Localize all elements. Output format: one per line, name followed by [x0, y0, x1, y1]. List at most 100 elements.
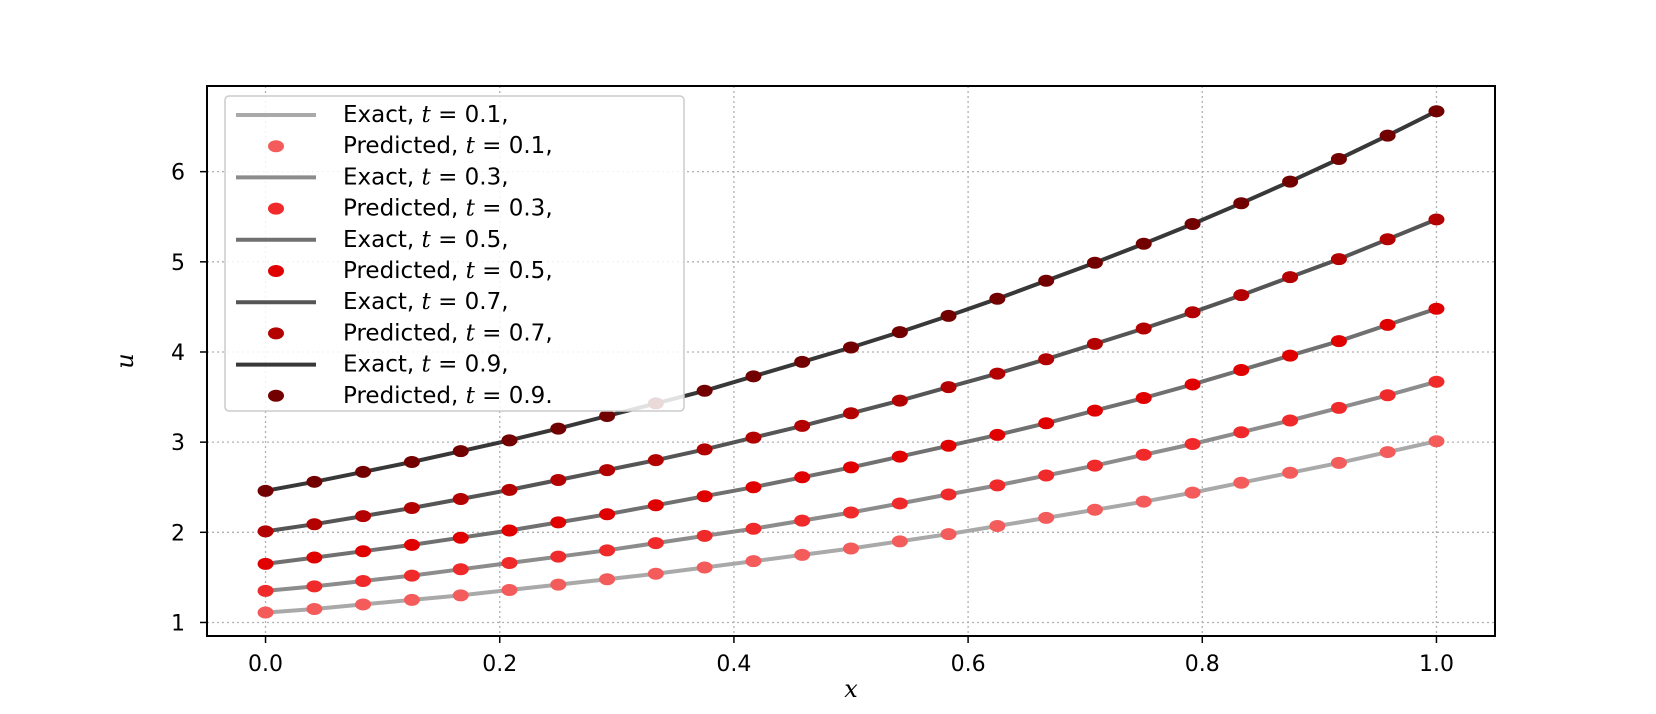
- series-9-point: [599, 410, 616, 422]
- series-9-point: [1086, 256, 1103, 269]
- series-1-point: [647, 567, 664, 580]
- series-1-point: [1038, 511, 1055, 524]
- series-3-point: [1330, 401, 1347, 414]
- series-3-point: [794, 514, 811, 527]
- y-tick-label: 6: [171, 161, 185, 186]
- series-1-point: [989, 520, 1006, 532]
- x-tick-label: 1.0: [1419, 652, 1454, 677]
- series-7-point: [550, 474, 567, 487]
- series-5-point: [306, 551, 323, 564]
- legend-label: Exact, t = 0.5,: [343, 227, 509, 253]
- series-9-point: [403, 455, 420, 468]
- series-5-point: [1184, 378, 1201, 391]
- series-5-point: [989, 428, 1006, 441]
- series-5-point: [501, 524, 518, 537]
- legend-point-marker: [268, 202, 284, 215]
- series-9-point: [501, 434, 518, 447]
- series-5-point: [1379, 318, 1396, 331]
- y-axis-label: u: [111, 353, 139, 368]
- series-3-point: [745, 522, 762, 535]
- series-3-point: [696, 529, 713, 542]
- legend: Exact, t = 0.1, Predicted, t = 0.1, Exact,…: [224, 95, 685, 412]
- legend-label: Predicted, t = 0.1,: [343, 133, 553, 159]
- series-3-point: [1428, 375, 1445, 388]
- series-1-point: [1379, 446, 1396, 459]
- x-axis-label: x: [844, 675, 858, 703]
- legend-box: [224, 95, 685, 412]
- legend-point-marker: [268, 140, 284, 153]
- series-7-point: [891, 394, 908, 407]
- series-3-point: [1135, 448, 1152, 461]
- series-3-point: [355, 575, 372, 587]
- series-5-point: [1428, 302, 1445, 315]
- series-7-point: [599, 464, 616, 477]
- legend-label: Exact, t = 0.3,: [343, 164, 509, 190]
- series-5-point: [1086, 404, 1103, 417]
- series-7-point: [1330, 253, 1347, 266]
- series-5-point: [550, 516, 567, 529]
- series-7-point: [355, 510, 372, 523]
- series-7-point: [501, 483, 518, 496]
- series-9-point: [1135, 237, 1152, 250]
- series-9-point: [1038, 274, 1055, 287]
- legend-label: Predicted, t = 0.3,: [343, 196, 553, 222]
- axis-ticks: 0.0 0.2 0.4 0.6 0.8 1.0 1 2 3 4 5 6: [171, 161, 1454, 677]
- series-1-point: [1135, 495, 1152, 508]
- series-1-point: [843, 542, 859, 555]
- series-9-point: [843, 341, 859, 354]
- series-3-point: [452, 563, 469, 576]
- y-tick-label: 1: [171, 611, 185, 636]
- series-7-point: [696, 443, 713, 456]
- series-1-point: [1233, 476, 1250, 489]
- series-3-point: [550, 550, 567, 563]
- series-7-point: [306, 518, 323, 531]
- series-3-point: [1282, 414, 1299, 427]
- series-3-point: [1086, 459, 1103, 472]
- series-1-point: [1086, 503, 1103, 516]
- series-3-point: [403, 569, 420, 582]
- series-7-point: [452, 492, 469, 505]
- series-7-point: [403, 501, 420, 514]
- series-3-point: [257, 584, 274, 597]
- series-7-point: [1282, 271, 1299, 284]
- series-1-point: [794, 548, 811, 561]
- y-tick-label: 3: [171, 431, 185, 456]
- series-7-point: [989, 367, 1006, 380]
- series-9-point: [1233, 197, 1250, 210]
- legend-point-marker: [268, 327, 284, 340]
- series-7-point: [794, 419, 811, 432]
- series-1-point: [306, 602, 323, 615]
- series-3-point: [501, 556, 518, 569]
- series-9-point: [1184, 217, 1201, 230]
- series-1-point: [1330, 456, 1347, 469]
- series-1-point: [891, 535, 908, 548]
- series-5-point: [257, 557, 274, 570]
- series-1-point: [940, 528, 957, 541]
- series-3-point: [891, 497, 908, 510]
- series-3-point: [940, 488, 957, 501]
- series-9-point: [355, 465, 372, 478]
- legend-point-marker: [268, 265, 284, 277]
- series-9-point: [1428, 105, 1445, 118]
- series-3-point: [1184, 437, 1201, 450]
- series-5-point: [891, 450, 908, 463]
- plot-series: [257, 105, 1445, 619]
- series-7-point: [1379, 233, 1396, 246]
- series-5-point: [1282, 349, 1299, 362]
- legend-label: Exact, t = 0.1,: [343, 102, 509, 128]
- series-3-point: [1379, 389, 1396, 402]
- series-9-point: [794, 355, 811, 368]
- series-3-point: [647, 537, 664, 550]
- series-3-point: [843, 506, 859, 519]
- series-5-point: [794, 471, 811, 484]
- series-7-point: [940, 381, 957, 394]
- y-tick-label: 4: [171, 341, 185, 366]
- series-1-point: [1184, 486, 1201, 499]
- x-tick-label: 0.2: [482, 652, 517, 677]
- series-1-point: [452, 589, 469, 602]
- series-7-point: [647, 454, 664, 467]
- series-7-point: [257, 525, 274, 538]
- series-3-point: [989, 479, 1006, 492]
- series-9-point: [306, 475, 323, 488]
